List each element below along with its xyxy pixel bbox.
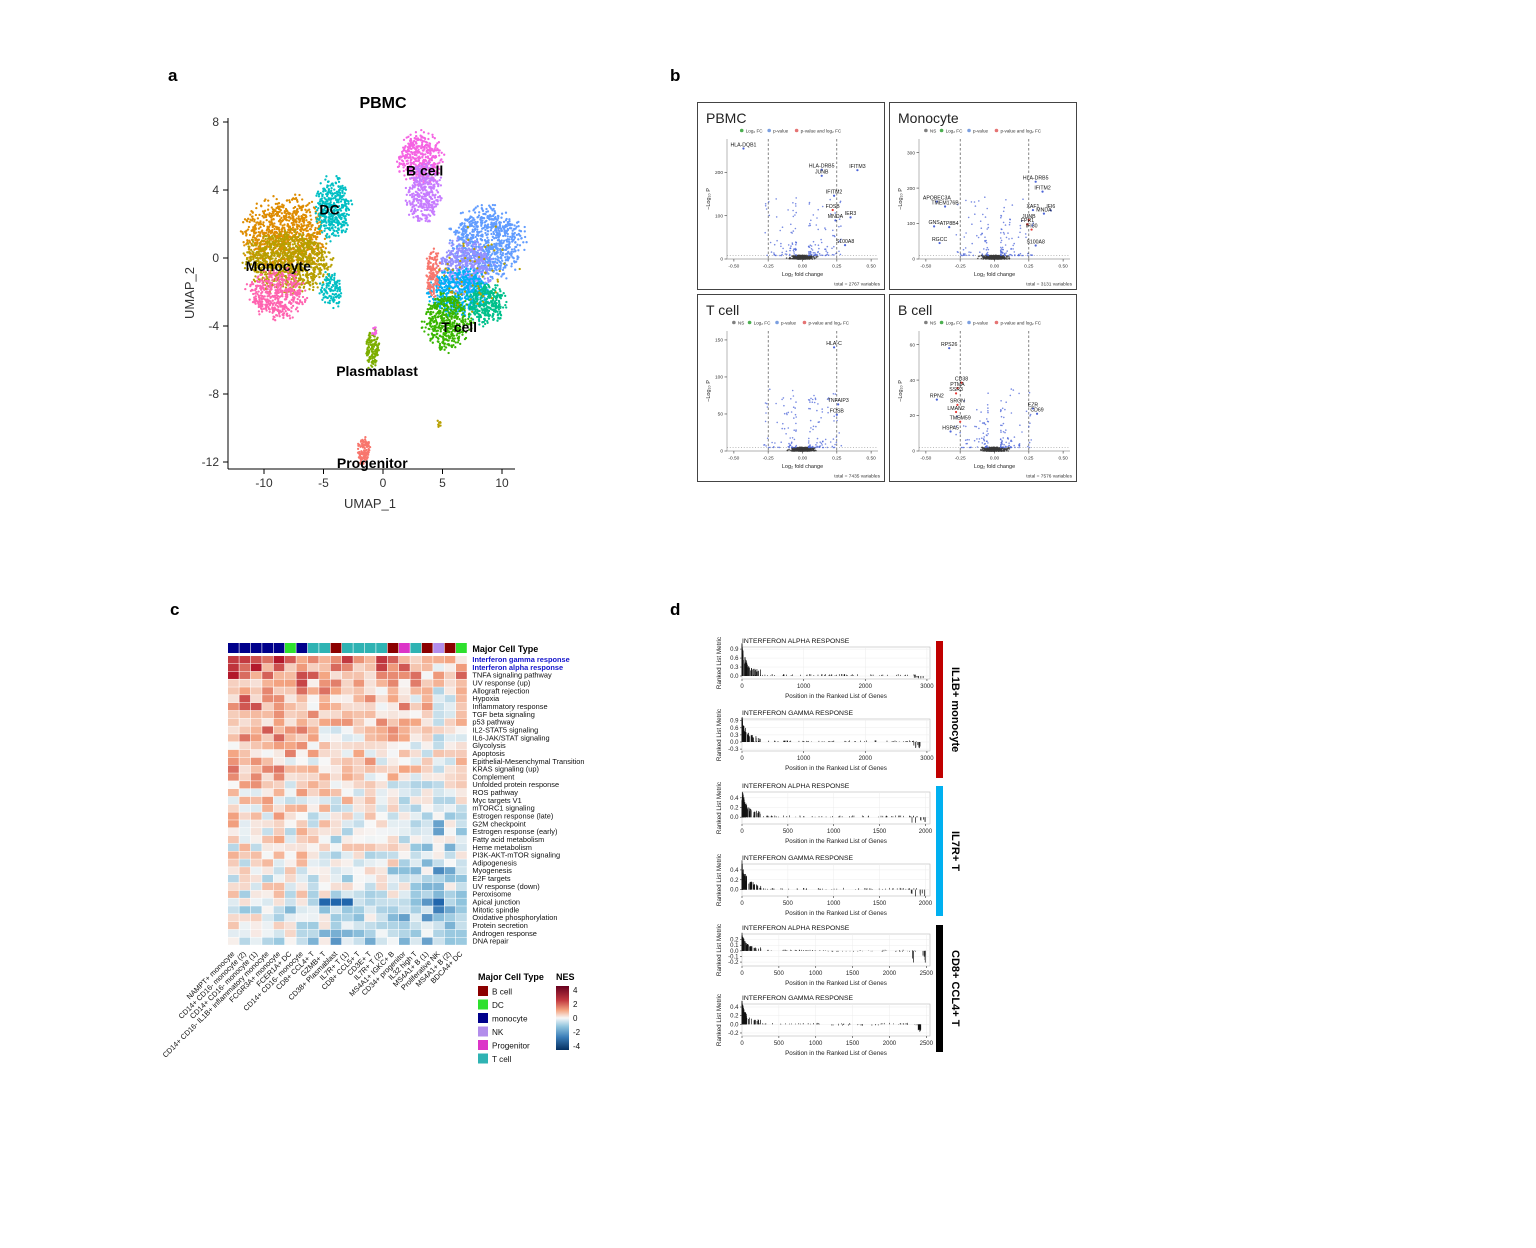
svg-text:10: 10 (495, 476, 509, 490)
group-bar-cd8-ccl4-t (936, 925, 943, 1052)
svg-text:UMAP_1: UMAP_1 (344, 496, 396, 511)
svg-text:UMAP_2: UMAP_2 (182, 267, 197, 319)
svg-text:5: 5 (439, 476, 446, 490)
panel-c-letter: c (170, 600, 180, 619)
group-label-il1b-monocyte: IL1B+ monocyte (949, 666, 961, 753)
panel-b-letter: b (670, 66, 681, 85)
panel-a-letter: a (168, 66, 178, 85)
group-label-cd8-ccl4-t: CD8+ CCL4+ T (949, 950, 961, 1027)
svg-text:-4: -4 (208, 319, 219, 333)
gsea-plot-6: INTERFERON GAMMA RESPONSE-0.20.00.20.40 5… (716, 994, 934, 1057)
svg-text:-8: -8 (208, 387, 219, 401)
group-bar-il7r-t (936, 786, 943, 916)
group-bar-il1b-monocyte (936, 641, 943, 778)
svg-text:8: 8 (212, 115, 219, 129)
panel-d-letter: d (670, 600, 681, 619)
group-label-il7r-t: IL7R+ T (949, 830, 961, 872)
svg-text:4: 4 (212, 183, 219, 197)
svg-text:PBMC: PBMC (359, 95, 407, 112)
svg-text:-10: -10 (255, 476, 273, 490)
svg-text:0: 0 (212, 251, 219, 265)
gsea-plot-5: INTERFERON ALPHA RESPONSE-0.2-0.10.00.10… (716, 924, 934, 987)
svg-text:-5: -5 (318, 476, 329, 490)
gsea-plot-2: INTERFERON GAMMA RESPONSE-0.30.00.30.60.… (716, 709, 934, 772)
svg-text:-12: -12 (202, 455, 220, 469)
svg-text:0: 0 (380, 476, 387, 490)
